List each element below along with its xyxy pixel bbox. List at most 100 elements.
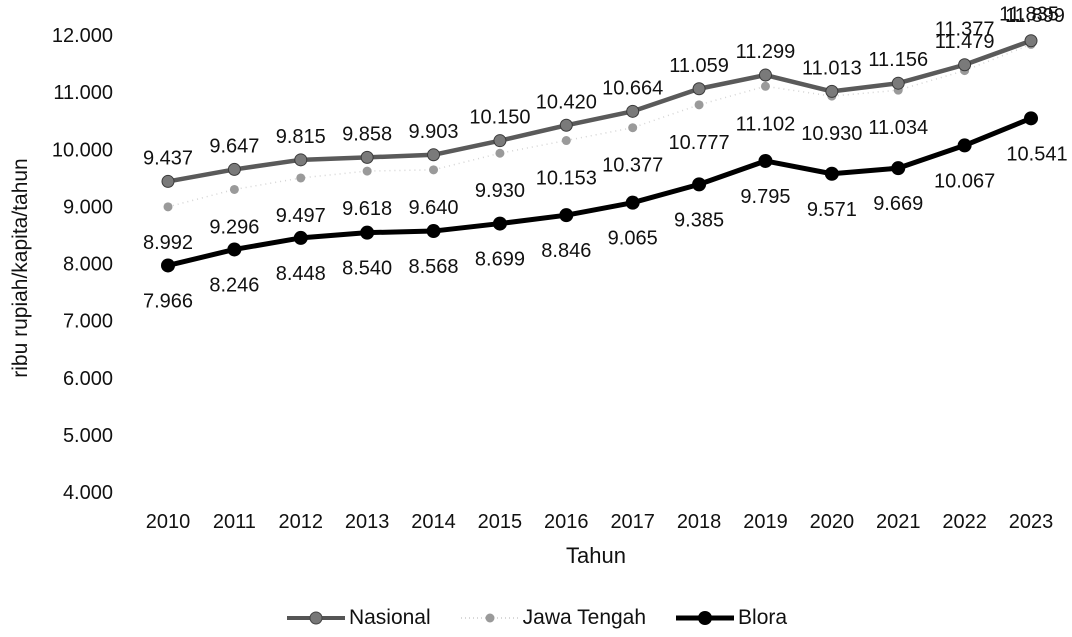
- data-point-blora: [824, 166, 839, 181]
- data-label-blora: 8.699: [475, 249, 525, 271]
- data-point-jawa-tengah: [760, 81, 770, 91]
- data-point-nasional: [227, 162, 241, 176]
- data-point-jawa-tengah: [429, 165, 439, 175]
- y-axis-title: ribu rupiah/kapita/tahun: [9, 158, 32, 378]
- data-label-jawa-tengah: 9.930: [475, 180, 525, 202]
- x-axis-ticks: 2010 2011 2012 2013 2014 2015 2016 2017 2018 2019…: [146, 511, 1054, 533]
- data-label-jawa-tengah: 10.377: [602, 155, 663, 177]
- data-point-jawa-tengah: [694, 100, 704, 110]
- y-tick-label: 12.000: [52, 25, 113, 47]
- data-point-jawa-tengah: [163, 202, 173, 212]
- x-tick-label: 2015: [478, 511, 523, 533]
- x-tick-label: 2019: [743, 511, 788, 533]
- data-label-nasional: 9.647: [209, 135, 259, 157]
- data-point-blora: [492, 216, 507, 231]
- data-labels: 9.437 9.647 9.815 9.858 9.903 10.150 10.420 10.…: [143, 3, 1068, 312]
- data-label-nasional: 10.150: [469, 107, 530, 129]
- data-label-jawa-tengah: 9.640: [409, 197, 459, 219]
- data-label-jawa-tengah: 10.930: [801, 123, 862, 145]
- data-label-blora: 9.669: [873, 193, 923, 215]
- x-tick-label: 2021: [876, 511, 921, 533]
- data-label-blora: 9.795: [740, 186, 790, 208]
- data-label-blora: 9.571: [807, 199, 857, 221]
- data-label-jawa-tengah: 10.153: [536, 168, 597, 190]
- y-tick-label: 7.000: [63, 311, 113, 333]
- data-label-blora: 8.846: [541, 240, 591, 262]
- data-label-nasional: 11.299: [736, 41, 796, 63]
- data-point-jawa-tengah: [229, 184, 239, 194]
- y-axis-ticks: 4.000 5.000 6.000 7.000 8.000 9.000 10.000 11.0…: [52, 25, 113, 504]
- data-point-blora: [692, 177, 707, 192]
- legend-swatch-nasional: [286, 611, 345, 625]
- data-label-nasional: 10.420: [536, 91, 597, 113]
- data-point-nasional: [360, 150, 374, 164]
- data-point-nasional: [891, 76, 905, 90]
- data-label-blora: 8.448: [276, 263, 326, 285]
- series-layer: [161, 34, 1038, 273]
- data-label-nasional: 11.013: [802, 57, 862, 79]
- y-tick-label: 10.000: [52, 139, 113, 161]
- data-point-nasional: [1024, 34, 1038, 48]
- data-point-nasional: [161, 174, 175, 188]
- x-tick-label: 2011: [213, 511, 256, 533]
- data-point-blora: [625, 195, 640, 210]
- y-tick-label: 11.000: [53, 82, 113, 104]
- data-point-blora: [891, 161, 906, 176]
- x-tick-label: 2018: [677, 511, 722, 533]
- data-point-nasional: [958, 58, 972, 72]
- legend-label-nasional: Nasional: [348, 606, 431, 629]
- data-label-blora: 8.246: [209, 274, 259, 296]
- data-label-blora: 9.065: [608, 228, 658, 250]
- data-point-blora: [426, 224, 441, 239]
- data-point-jawa-tengah: [628, 123, 638, 133]
- data-point-jawa-tengah: [495, 148, 505, 158]
- x-tick-label: 2013: [345, 511, 390, 533]
- data-label-jawa-tengah: 9.497: [276, 205, 326, 227]
- x-tick-label: 2020: [810, 511, 855, 533]
- data-label-nasional: 9.858: [342, 123, 392, 145]
- data-point-blora: [957, 138, 972, 153]
- legend-label-blora: Blora: [738, 606, 788, 629]
- data-point-nasional: [427, 148, 441, 162]
- data-label-nasional: 11.156: [868, 49, 928, 71]
- data-label-jawa-tengah: 10.777: [668, 132, 729, 154]
- legend-item-blora: Blora: [674, 606, 787, 630]
- data-label-nasional: 9.437: [143, 147, 193, 169]
- x-tick-label: 2017: [610, 511, 655, 533]
- data-label-jawa-tengah: 11.034: [868, 117, 928, 139]
- data-point-blora: [293, 230, 308, 245]
- data-label-nasional: 11.059: [669, 55, 729, 77]
- data-label-blora: 7.966: [143, 290, 193, 312]
- data-point-nasional: [294, 153, 308, 167]
- data-label-nasional: 9.815: [276, 126, 326, 148]
- x-tick-label: 2022: [942, 511, 987, 533]
- data-point-jawa-tengah: [561, 136, 571, 146]
- legend-item-nasional: Nasional: [285, 606, 431, 630]
- y-tick-label: 4.000: [63, 482, 113, 504]
- data-label-blora: 9.385: [674, 209, 724, 231]
- series-line-nasional: [167, 38, 1032, 184]
- data-label-jawa-tengah: 9.618: [342, 198, 392, 220]
- legend-label-jawa-tengah: Jawa Tengah: [522, 606, 647, 629]
- data-label-jawa-tengah: 11.102: [736, 113, 796, 135]
- data-label-jawa-tengah: 8.992: [143, 232, 193, 254]
- legend-item-jawa-tengah: Jawa Tengah: [459, 606, 646, 630]
- x-axis-title: Tahun: [566, 543, 626, 568]
- x-tick-label: 2016: [544, 511, 589, 533]
- data-point-nasional: [692, 82, 706, 96]
- data-label-blora: 10.541: [1006, 143, 1067, 165]
- data-label-nasional: 11.899: [1005, 5, 1065, 27]
- legend-swatch-jawa-tengah: [460, 613, 519, 623]
- legend: Nasional Jawa Tengah Blora: [0, 605, 1072, 631]
- data-label-nasional: 9.903: [409, 121, 459, 143]
- data-point-nasional: [493, 134, 507, 148]
- data-point-blora: [1024, 111, 1038, 126]
- data-label-jawa-tengah: 9.296: [209, 216, 259, 238]
- x-tick-label: 2014: [411, 511, 456, 533]
- data-point-blora: [758, 153, 773, 168]
- data-label-blora: 8.568: [409, 256, 459, 278]
- data-label-jawa-tengah: 11.835: [999, 3, 1059, 25]
- data-label-nasional: 11.479: [935, 31, 995, 53]
- data-point-blora: [227, 242, 242, 257]
